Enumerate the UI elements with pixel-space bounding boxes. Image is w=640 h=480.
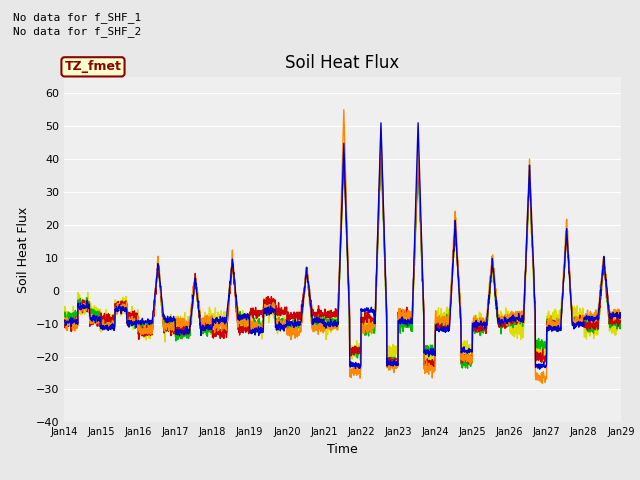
Text: No data for f_SHF_1: No data for f_SHF_1 [13, 12, 141, 23]
Title: Soil Heat Flux: Soil Heat Flux [285, 54, 399, 72]
X-axis label: Time: Time [327, 443, 358, 456]
Text: No data for f_SHF_2: No data for f_SHF_2 [13, 26, 141, 37]
Y-axis label: Soil Heat Flux: Soil Heat Flux [17, 206, 30, 293]
Text: TZ_fmet: TZ_fmet [65, 60, 122, 73]
